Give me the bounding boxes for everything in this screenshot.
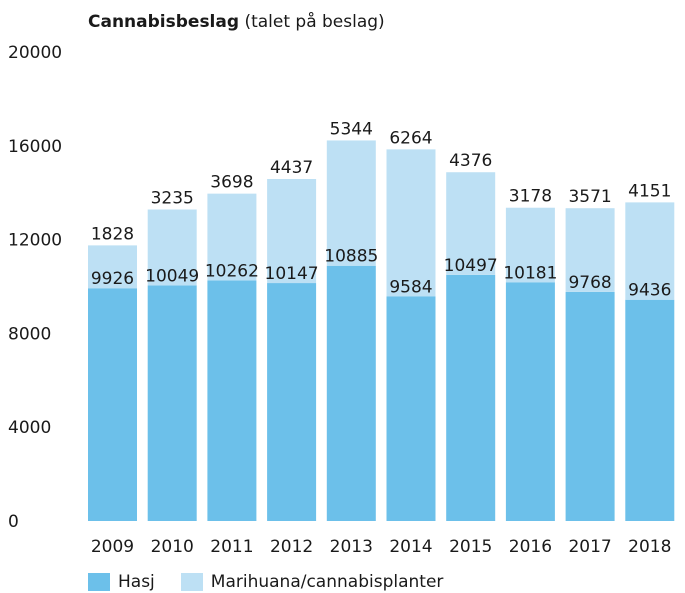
legend-label-hasj: Hasj bbox=[118, 572, 155, 592]
bar-marihuana bbox=[88, 245, 137, 289]
bar-hasj bbox=[446, 274, 496, 521]
data-label-hasj: 10049 bbox=[145, 266, 199, 286]
y-tick-label: 4000 bbox=[8, 418, 51, 438]
chart-subtitle: (talet på beslag) bbox=[244, 12, 385, 32]
legend-swatch-hasj bbox=[88, 573, 110, 591]
bar-hasj bbox=[625, 299, 675, 521]
x-tick-label: 2014 bbox=[389, 537, 432, 557]
bar-marihuana bbox=[147, 209, 197, 286]
legend: Hasj Marihuana/cannabisplanter bbox=[88, 572, 469, 592]
data-label-marihuana: 3698 bbox=[210, 173, 253, 193]
data-label-marihuana: 3178 bbox=[509, 187, 552, 207]
legend-item-hasj: Hasj bbox=[88, 572, 155, 592]
data-label-hasj: 10885 bbox=[324, 247, 378, 267]
data-label-marihuana: 4437 bbox=[270, 158, 313, 178]
y-tick-label: 12000 bbox=[8, 231, 62, 251]
x-tick-label: 2016 bbox=[509, 537, 552, 557]
bar-marihuana bbox=[446, 172, 496, 275]
x-tick-label: 2018 bbox=[628, 537, 671, 557]
data-label-hasj: 10147 bbox=[265, 264, 319, 284]
data-label-hasj: 10181 bbox=[503, 263, 557, 283]
x-tick-label: 2017 bbox=[568, 537, 611, 557]
legend-swatch-marihuana bbox=[180, 573, 203, 591]
bar-marihuana bbox=[625, 202, 675, 300]
bar-marihuana bbox=[267, 179, 317, 284]
y-tick-label: 16000 bbox=[8, 137, 62, 157]
bar-hasj bbox=[267, 283, 317, 521]
data-label-hasj: 9584 bbox=[389, 277, 432, 297]
bar-hasj bbox=[88, 288, 137, 521]
y-tick-label: 8000 bbox=[8, 324, 51, 344]
bar-marihuana bbox=[565, 208, 615, 292]
x-tick-label: 2010 bbox=[151, 537, 194, 557]
data-label-hasj: 9926 bbox=[91, 269, 134, 289]
data-label-marihuana: 5344 bbox=[330, 119, 373, 139]
x-tick-label: 2015 bbox=[449, 537, 492, 557]
bar-hasj bbox=[147, 285, 197, 521]
y-tick-label: 20000 bbox=[8, 43, 62, 63]
bar-hasj bbox=[565, 291, 615, 521]
bar-hasj bbox=[505, 282, 555, 521]
data-label-marihuana: 3571 bbox=[568, 187, 611, 207]
x-tick-label: 2013 bbox=[330, 537, 373, 557]
data-label-marihuana: 6264 bbox=[389, 128, 432, 148]
data-label-marihuana: 3235 bbox=[151, 188, 194, 208]
legend-item-marihuana: Marihuana/cannabisplanter bbox=[180, 572, 444, 592]
bar-hasj bbox=[386, 296, 436, 521]
data-label-marihuana: 1828 bbox=[91, 224, 134, 244]
data-label-hasj: 9768 bbox=[568, 273, 611, 293]
data-label-marihuana: 4151 bbox=[628, 181, 671, 201]
chart-title: Cannabisbeslag (talet på beslag) bbox=[88, 12, 385, 32]
x-tick-label: 2011 bbox=[210, 537, 253, 557]
y-tick-label: 0 bbox=[8, 512, 19, 532]
data-label-hasj: 9436 bbox=[628, 281, 671, 301]
x-tick-label: 2012 bbox=[270, 537, 313, 557]
bar-marihuana bbox=[207, 193, 257, 281]
bar-hasj bbox=[207, 280, 257, 521]
legend-label-marihuana: Marihuana/cannabisplanter bbox=[210, 572, 444, 592]
bar-marihuana bbox=[326, 140, 376, 266]
x-tick-label: 2009 bbox=[91, 537, 134, 557]
bar-hasj bbox=[326, 265, 376, 521]
bar-marihuana bbox=[505, 207, 555, 283]
data-label-hasj: 10262 bbox=[205, 261, 259, 281]
data-label-marihuana: 4376 bbox=[449, 151, 492, 171]
chart-title-main: Cannabisbeslag bbox=[88, 12, 240, 32]
bar-marihuana bbox=[386, 149, 436, 297]
data-label-hasj: 10497 bbox=[444, 256, 498, 276]
